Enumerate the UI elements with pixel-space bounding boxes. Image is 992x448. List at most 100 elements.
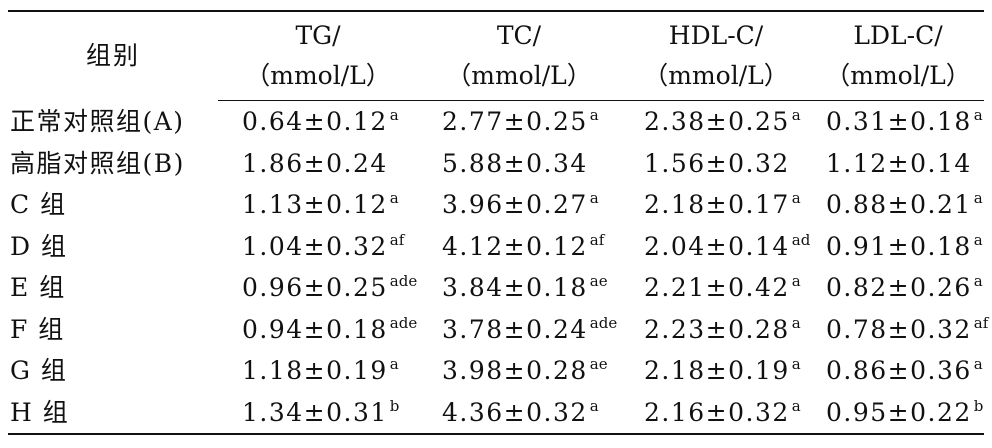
cell-tc: 5.88±0.34 [418, 143, 620, 185]
cell-value: 1.13±0.12 [242, 190, 388, 219]
cell-value: 1.04±0.32 [242, 231, 388, 261]
cell-hdl-c: 2.38±0.25 a [620, 101, 812, 143]
cell-value: 3.96±0.27 [442, 190, 588, 219]
cell-ldl-c: 0.82±0.26 a [812, 267, 984, 309]
header-ldl-c-unit: （mmol/L） [812, 56, 984, 101]
cell-value: 2.04±0.14 [644, 231, 790, 261]
header-hdl-c-unit: （mmol/L） [620, 56, 812, 101]
header-row-units: （mmol/L） （mmol/L） （mmol/L） （mmol/L） [8, 56, 984, 101]
table-row: H 组 1.34±0.31 b 4.36±0.32 a 2.16±0.32 a 0.95±0.… [8, 391, 984, 435]
cell-hdl-c: 1.56±0.32 [620, 143, 812, 185]
lipid-data-table: 组别 TG/ TC/ HDL-C/ LDL-C/ （mmol/L） （mmol/… [8, 10, 988, 435]
table-row: 高脂对照组(B) 1.86±0.24 5.88±0.34 1.56±0.32 1.12±… [8, 143, 984, 185]
cell-significance-mark: a [973, 355, 983, 373]
cell-tg: 0.96±0.25 ade [218, 267, 418, 309]
table-header: 组别 TG/ TC/ HDL-C/ LDL-C/ （mmol/L） （mmol/… [8, 10, 984, 101]
table-row: F 组 0.94±0.18 ade 3.78±0.24 ade 2.23±0.28 a 0.7… [8, 309, 988, 351]
cell-value: 2.77±0.25 [442, 107, 588, 136]
cell-value: 1.34±0.31 [242, 397, 388, 427]
cell-significance-mark: a [791, 313, 801, 332]
cell-value: 1.12±0.14 [826, 148, 972, 178]
cell-value: 2.38±0.25 [644, 107, 790, 136]
cell-value: 3.78±0.24 [442, 314, 588, 344]
cell-tc: 3.96±0.27 a [418, 184, 620, 226]
cell-ldl-c: 1.12±0.14 [812, 143, 984, 185]
cell-tg: 0.64±0.12 a [218, 101, 418, 143]
cell-value: 3.98±0.28 [442, 356, 588, 385]
cell-significance-mark: af [589, 230, 605, 249]
row-group-label: G 组 [10, 356, 68, 385]
row-group-label: C 组 [10, 190, 67, 219]
cell-value: 0.91±0.18 [826, 231, 972, 261]
cell-tg: 1.04±0.32 af [218, 226, 418, 268]
cell-significance-mark: ade [589, 313, 618, 332]
cell-value: 0.86±0.36 [826, 356, 972, 385]
cell-significance-mark: a [973, 230, 983, 249]
table-body: 正常对照组(A) 0.64±0.12 a 2.77±0.25 a 2.38±0.25 a 0.… [8, 101, 988, 435]
cell-ldl-c: 0.95±0.22 b [812, 391, 984, 435]
row-group-label: 高脂对照组(B) [10, 148, 185, 178]
cell-significance-mark: a [589, 396, 599, 415]
cell-value: 2.18±0.17 [644, 190, 790, 219]
row-group-label: E 组 [10, 273, 66, 302]
cell-significance-mark: af [389, 230, 405, 249]
cell-significance-mark: ae [589, 272, 608, 290]
cell-tg: 0.94±0.18 ade [218, 309, 418, 351]
cell-significance-mark: a [389, 189, 399, 207]
cell-value: 0.88±0.21 [826, 190, 972, 219]
cell-value: 2.21±0.42 [644, 273, 790, 302]
cell-ldl-c: 0.86±0.36 a [812, 350, 984, 392]
cell-tc: 2.77±0.25 a [418, 101, 620, 143]
cell-value: 0.78±0.32 [826, 314, 972, 344]
cell-significance-mark: b [389, 396, 400, 415]
cell-hdl-c: 2.21±0.42 a [620, 267, 812, 309]
row-group-label: D 组 [10, 231, 68, 261]
table-row: G 组 1.18±0.19 a 3.98±0.28 ae 2.18±0.19 a 0.86±0… [8, 350, 984, 392]
cell-significance-mark: a [791, 355, 801, 373]
cell-hdl-c: 2.18±0.19 a [620, 350, 812, 392]
header-row-names: 组别 TG/ TC/ HDL-C/ LDL-C/ [8, 10, 984, 101]
cell-value: 2.18±0.19 [644, 356, 790, 385]
cell-significance-mark: a [589, 189, 599, 207]
cell-value: 1.18±0.19 [242, 356, 388, 385]
cell-hdl-c: 2.23±0.28 a [620, 309, 812, 351]
cell-ldl-c: 0.88±0.21 a [812, 184, 984, 226]
cell-tg: 1.13±0.12 a [218, 184, 418, 226]
cell-value: 5.88±0.34 [442, 148, 588, 178]
table-row: C 组 1.13±0.12 a 3.96±0.27 a 2.18±0.17 a 0.88±0.… [8, 184, 984, 226]
header-tc: TC/ [418, 10, 620, 56]
cell-ldl-c: 0.31±0.18 a [812, 101, 984, 143]
cell-ldl-c: 0.91±0.18 a [812, 226, 984, 268]
header-group: 组别 [8, 10, 218, 101]
table-row: 正常对照组(A) 0.64±0.12 a 2.77±0.25 a 2.38±0.25 a 0.… [8, 101, 984, 143]
cell-significance-mark: af [973, 313, 989, 332]
cell-tc: 4.36±0.32 a [418, 391, 620, 435]
header-hdl-c: HDL-C/ [620, 10, 812, 56]
header-tg-unit: （mmol/L） [218, 56, 418, 101]
cell-value: 4.36±0.32 [442, 397, 588, 427]
cell-significance-mark: a [791, 106, 801, 124]
cell-tc: 4.12±0.12 af [418, 226, 620, 268]
cell-value: 0.64±0.12 [242, 107, 388, 136]
cell-significance-mark: ade [389, 272, 418, 290]
cell-tc: 3.78±0.24 ade [418, 309, 620, 351]
cell-tc: 3.84±0.18 ae [418, 267, 620, 309]
cell-value: 0.31±0.18 [826, 107, 972, 136]
header-ldl-c: LDL-C/ [812, 10, 984, 56]
header-tc-unit: （mmol/L） [418, 56, 620, 101]
row-group-label: 正常对照组(A) [10, 106, 185, 136]
cell-significance-mark: a [973, 106, 983, 124]
cell-tc: 3.98±0.28 ae [418, 350, 620, 392]
cell-value: 2.16±0.32 [644, 397, 790, 427]
row-group-label: F 组 [10, 314, 65, 344]
cell-value: 1.56±0.32 [644, 148, 790, 178]
cell-value: 2.23±0.28 [644, 314, 790, 344]
cell-significance-mark: ade [389, 313, 418, 332]
cell-significance-mark: ad [791, 230, 811, 249]
cell-tg: 1.18±0.19 a [218, 350, 418, 392]
row-group-label: H 组 [8, 391, 218, 435]
cell-significance-mark: ae [589, 355, 608, 373]
cell-significance-mark: a [389, 355, 399, 373]
header-tg: TG/ [218, 10, 418, 56]
